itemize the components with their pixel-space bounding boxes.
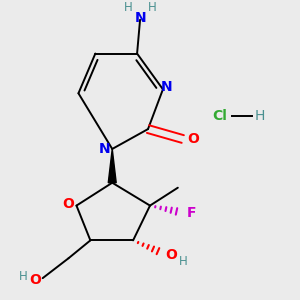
Text: H: H	[124, 1, 133, 14]
Text: N: N	[161, 80, 173, 94]
Text: N: N	[98, 142, 110, 156]
Text: H: H	[178, 255, 187, 268]
Text: O: O	[63, 196, 74, 211]
Polygon shape	[108, 149, 116, 183]
Text: Cl: Cl	[212, 109, 227, 123]
Text: F: F	[187, 206, 196, 220]
Text: N: N	[134, 11, 146, 25]
Text: H: H	[255, 109, 266, 123]
Text: O: O	[187, 132, 199, 146]
Text: O: O	[165, 248, 177, 262]
Text: H: H	[18, 270, 27, 283]
Text: H: H	[148, 1, 156, 14]
Text: O: O	[29, 273, 41, 287]
